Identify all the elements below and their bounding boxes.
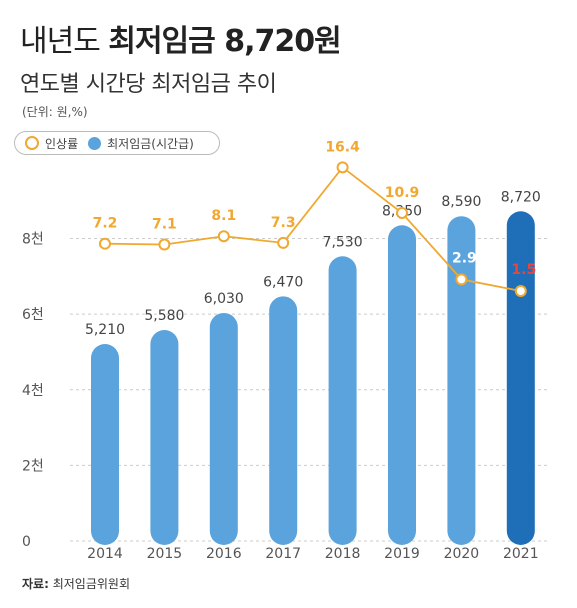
unit-label: (단위: 원,%) — [22, 105, 88, 119]
y-tick-label: 8천 — [22, 232, 44, 248]
rate-value-label: 1.5 — [511, 262, 536, 278]
x-tick-label: 2016 — [206, 546, 242, 562]
rate-point — [514, 285, 527, 297]
x-tick-label: 2021 — [503, 546, 539, 562]
rate-point — [396, 206, 408, 219]
rate-point — [277, 236, 290, 249]
rate-line — [104, 166, 521, 292]
rate-value-label: 7.1 — [152, 217, 177, 233]
bar — [150, 330, 179, 545]
x-tick-label: 2020 — [444, 546, 480, 562]
bar — [447, 216, 476, 546]
rate-value-label: 2.9 — [452, 250, 477, 266]
bar-value-label: 6,470 — [263, 274, 303, 290]
bar — [506, 211, 535, 545]
legend: 인상률 최저임금(시간급) — [14, 131, 220, 155]
y-tick-label: 2천 — [22, 458, 44, 474]
rate-point — [336, 161, 349, 174]
legend-wage-marker-icon — [88, 136, 102, 150]
bar-value-label: 5,580 — [144, 308, 184, 324]
bar — [209, 312, 238, 545]
legend-item-wage: 최저임금(시간급) — [88, 135, 194, 152]
y-tick-label: 4천 — [22, 383, 44, 399]
rate-point — [158, 238, 171, 251]
rate-value-label: 8.1 — [211, 208, 236, 224]
legend-rate-label: 인상률 — [45, 136, 79, 151]
legend-item-rate: 인상률 — [25, 135, 78, 152]
rate-value-label: 16.4 — [325, 139, 360, 155]
chart-subtitle: 연도별 시간당 최저임금 추이 — [20, 72, 277, 97]
source-label: 자료: — [22, 577, 49, 591]
y-tick-label: 6천 — [22, 307, 44, 323]
bar-value-label: 8,590 — [441, 194, 481, 210]
x-tick-label: 2015 — [147, 546, 183, 562]
x-tick-label: 2017 — [265, 546, 301, 562]
title-prefix: 내년도 — [20, 24, 101, 59]
bar — [269, 296, 298, 545]
legend-rate-marker-icon — [25, 136, 39, 150]
chart-title: 내년도 최저임금 8,720원 — [20, 16, 342, 60]
x-tick-label: 2018 — [325, 546, 361, 562]
y-tick-label: 0 — [22, 534, 31, 550]
source-text: 최저임금위원회 — [52, 577, 130, 591]
bar-value-label: 6,030 — [204, 291, 244, 307]
bar-value-label: 7,530 — [323, 234, 363, 250]
bar-value-label: 5,210 — [85, 322, 125, 338]
bar — [328, 256, 357, 545]
x-tick-label: 2019 — [384, 546, 420, 562]
bar-value-label: 8,720 — [501, 189, 541, 205]
rate-value-label: 7.2 — [93, 216, 118, 232]
legend-wage-label: 최저임금(시간급) — [107, 136, 194, 151]
bar — [388, 225, 416, 545]
bar — [91, 343, 119, 545]
source-note: 자료: 최저임금위원회 — [22, 575, 130, 592]
title-strong: 최저임금 8,720원 — [108, 24, 341, 59]
rate-point — [455, 273, 468, 286]
x-tick-label: 2014 — [87, 546, 123, 562]
rate-value-label: 7.3 — [271, 215, 296, 231]
rate-value-label: 10.9 — [385, 185, 420, 201]
rate-point — [217, 230, 230, 243]
rate-point — [99, 237, 111, 250]
